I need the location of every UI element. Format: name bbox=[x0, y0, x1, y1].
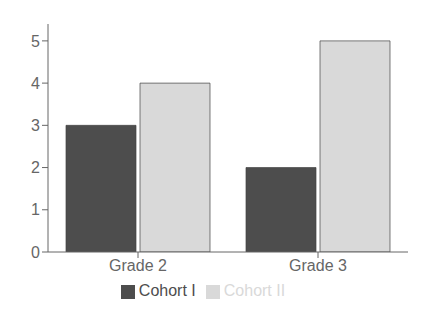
svg-text:Grade 2: Grade 2 bbox=[109, 257, 167, 274]
svg-text:3: 3 bbox=[31, 117, 40, 134]
html-text:Cohort I: Cohort I bbox=[138, 282, 196, 299]
svg-text:2: 2 bbox=[31, 159, 40, 176]
svg-text:4: 4 bbox=[31, 75, 40, 92]
svg-text:Grade 3: Grade 3 bbox=[289, 257, 347, 274]
svg-text:1: 1 bbox=[31, 201, 40, 218]
html-text:Cohort II: Cohort II bbox=[223, 282, 286, 299]
svg-text:0: 0 bbox=[31, 244, 40, 261]
svg-text:5: 5 bbox=[31, 33, 40, 50]
